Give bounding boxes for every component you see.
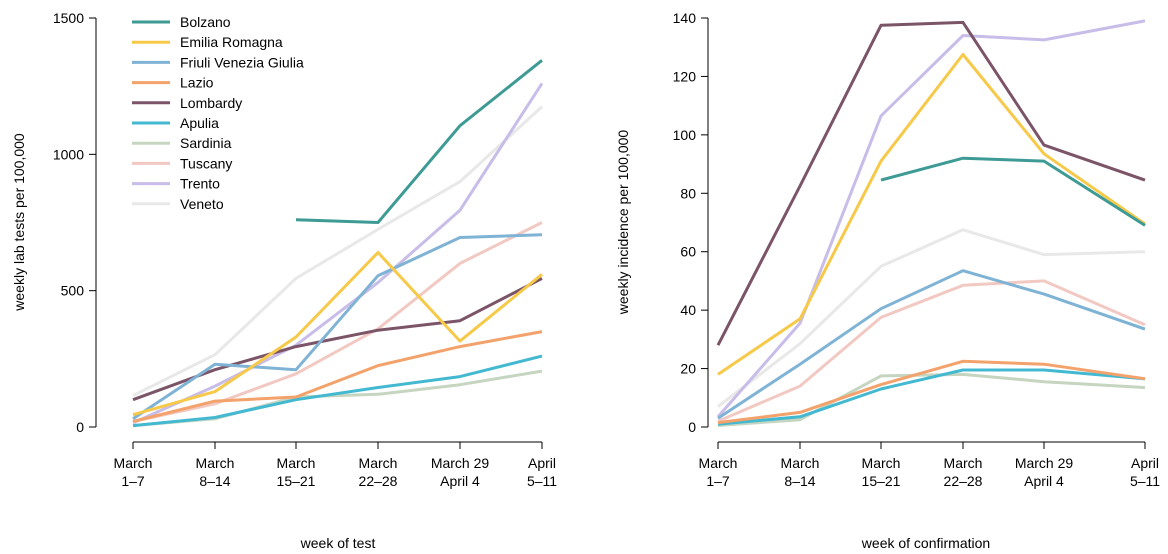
y-axis-label: weekly lab tests per 100,000: [11, 133, 27, 312]
x-tick-label: March: [359, 455, 398, 471]
series-line-bolzano: [295, 59, 543, 224]
x-tick-label: March 29: [431, 455, 490, 471]
legend-label: Friuli Venezia Giulia: [180, 54, 304, 70]
x-tick-label: 8–14: [199, 473, 230, 489]
y-tick-label: 80: [680, 185, 696, 201]
series-line-tuscany: [132, 221, 543, 423]
y-tick-label: 500: [61, 283, 85, 299]
y-tick-label: 100: [673, 127, 697, 143]
legend-label: Emilia Romagna: [180, 34, 283, 50]
x-axis-label: week of confirmation: [861, 535, 990, 551]
x-tick-label: March: [114, 455, 153, 471]
x-tick-label: 15–21: [862, 473, 901, 489]
y-tick-label: 0: [688, 419, 696, 435]
x-tick-label: March: [699, 455, 738, 471]
series-line-lombardy: [716, 20, 1146, 346]
x-axis-label: week of test: [300, 535, 376, 551]
series-line-bolzano: [880, 156, 1146, 227]
legend: Bolzano Emilia Romagna Friuli Venezia Giul…: [132, 14, 304, 212]
y-tick-label: 140: [673, 10, 697, 26]
x-tick-label: March: [781, 455, 820, 471]
y-tick-label: 60: [680, 244, 696, 260]
chart-panel-2: 0 20 40 60 80 100 120 140 March 1–7 March 8–14 March…: [615, 10, 1160, 551]
series-line-tuscany: [717, 279, 1146, 423]
x-tick-label: 22–28: [359, 473, 398, 489]
y-tick-label: 0: [76, 419, 84, 435]
x-tick-label: April 4: [1024, 473, 1064, 489]
y-axis-label: weekly incidence per 100,000: [615, 130, 631, 316]
legend-label: Lazio: [180, 75, 214, 91]
legend-label: Tuscany: [180, 155, 232, 171]
legend-label: Sardinia: [180, 135, 232, 151]
series-line-veneto: [132, 105, 544, 397]
series-line-trento: [132, 82, 544, 425]
series-line-trento: [716, 19, 1146, 418]
y-tick-label: 1000: [53, 146, 84, 162]
y-tick-label: 120: [673, 68, 697, 84]
y-tick-label: 1500: [53, 10, 84, 26]
x-tick-label: April: [528, 455, 556, 471]
legend-label: Apulia: [180, 115, 219, 131]
legend-label: Veneto: [180, 196, 224, 212]
x-tick-label: 1–7: [121, 473, 145, 489]
series-line-friuli-venezia-giulia: [717, 269, 1146, 420]
y-tick-label: 40: [680, 302, 696, 318]
x-tick-label: 5–11: [1130, 473, 1160, 489]
series-line-lazio: [717, 359, 1146, 425]
legend-label: Bolzano: [180, 14, 231, 30]
legend-label: Lombardy: [180, 95, 242, 111]
series-line-sardinia: [717, 372, 1146, 427]
x-tick-label: 5–11: [527, 473, 557, 489]
series-line-lazio: [132, 330, 543, 423]
x-tick-label: March: [862, 455, 901, 471]
x-tick-label: April 4: [440, 473, 480, 489]
x-tick-label: 15–21: [277, 473, 316, 489]
x-tick-label: April: [1131, 455, 1159, 471]
x-tick-label: March: [277, 455, 316, 471]
series-line-apulia: [132, 354, 543, 428]
x-tick-label: 22–28: [944, 473, 983, 489]
legend-label: Trento: [180, 176, 220, 192]
series-line-emilia-romagna: [717, 53, 1146, 376]
x-tick-label: March: [196, 455, 235, 471]
series-line-veneto: [717, 228, 1146, 408]
x-tick-label: March: [944, 455, 983, 471]
y-tick-label: 20: [680, 361, 696, 377]
series-line-emilia-romagna: [132, 251, 543, 417]
chart-panel-1: 0 500 1000 1500 March 1–7 March 8–14 March 15–21 M…: [11, 10, 557, 551]
series-line-apulia: [717, 368, 1146, 426]
series-line-friuli-venezia-giulia: [132, 233, 543, 421]
x-tick-label: 8–14: [784, 473, 815, 489]
x-tick-label: March 29: [1015, 455, 1074, 471]
x-tick-label: 1–7: [706, 473, 730, 489]
